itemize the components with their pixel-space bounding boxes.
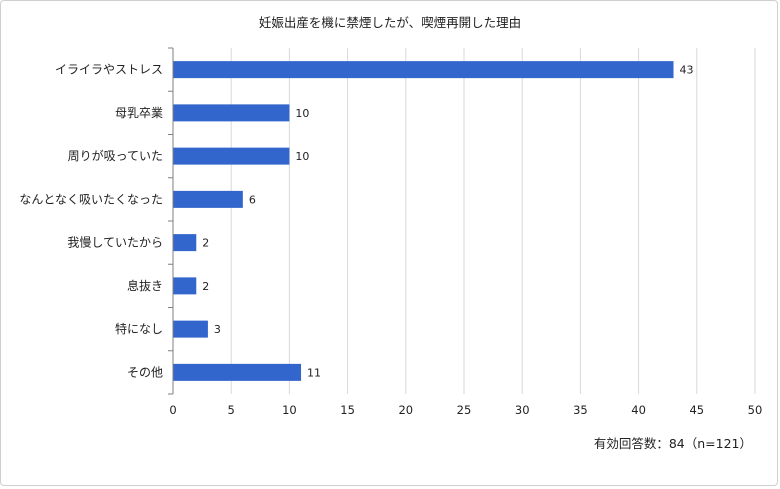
x-tick-label: 10 [282,403,297,417]
bar [173,320,208,338]
response-count-note: 有効回答数：84（n=121） [593,436,752,451]
data-label: 2 [202,237,209,250]
category-label: なんとなく吸いたくなった [19,192,163,206]
category-label: 息抜き [127,278,163,293]
x-tick-label: 0 [169,403,176,417]
x-tick-label: 35 [573,403,588,417]
data-label: 3 [214,323,221,336]
category-label: その他 [127,365,163,379]
x-tick-label: 45 [689,403,704,417]
bar [173,147,290,165]
chart-title: 妊娠出産を機に禁煙したが、喫煙再開した理由 [258,15,522,30]
category-label: 母乳卒業 [115,106,163,120]
data-label: 10 [295,150,309,163]
x-tick-label: 25 [457,403,472,417]
bar [173,61,674,79]
x-tick-label: 30 [515,403,530,417]
category-label: イライラやストレス [55,63,163,77]
bar [173,104,290,122]
x-tick-label: 20 [398,403,413,417]
data-label: 43 [680,64,694,77]
category-label: 周りが吸っていた [68,148,163,163]
data-label: 11 [307,366,321,379]
bar [173,234,197,252]
category-label: 特になし [115,321,163,336]
category-label: 我慢していたから [67,236,163,250]
bar [173,190,243,208]
bar [173,363,302,381]
x-tick-label: 5 [228,403,235,417]
data-label: 6 [249,193,256,206]
data-label: 2 [202,280,209,293]
x-tick-label: 15 [340,403,355,417]
x-tick-label: 50 [748,403,763,417]
bar [173,277,197,295]
data-label: 10 [295,107,309,120]
x-tick-label: 40 [631,403,646,417]
